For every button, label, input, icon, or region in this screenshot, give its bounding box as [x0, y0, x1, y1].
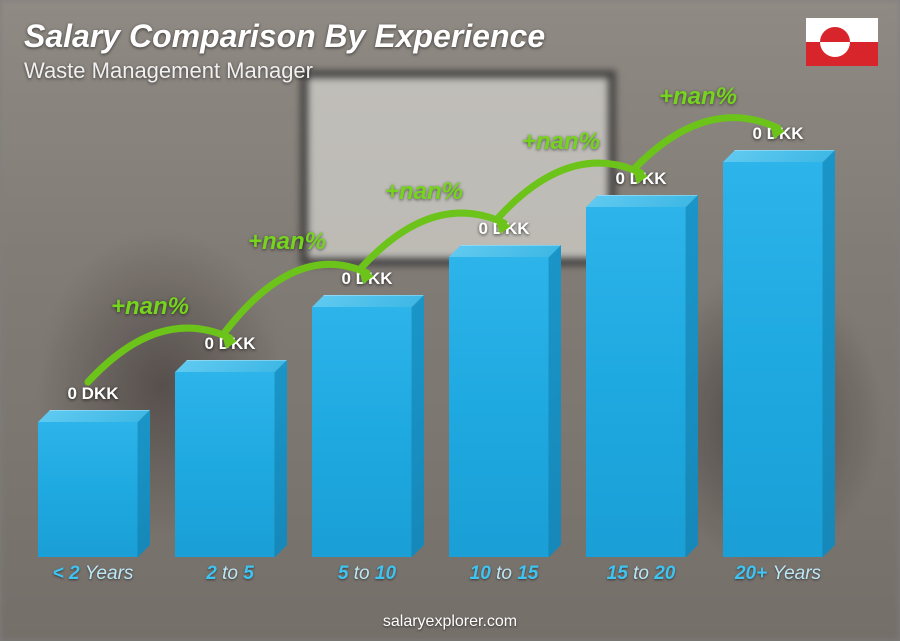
bar-value-label: 0 DKK [586, 169, 696, 189]
bar-category-label: < 2 Years [28, 563, 158, 585]
bar-category-label: 20+ Years [713, 563, 843, 585]
footer-attribution: salaryexplorer.com [0, 613, 900, 631]
percent-increase-label: +nan% [385, 178, 463, 206]
percent-increase-label: +nan% [248, 228, 326, 256]
bar-category-label: 10 to 15 [439, 563, 569, 585]
percent-increase-label: +nan% [659, 83, 737, 111]
percent-increase-label: +nan% [522, 128, 600, 156]
bar-value-label: 0 DKK [449, 219, 559, 239]
flag-icon [806, 18, 878, 66]
chart-container: Salary Comparison By Experience Waste Ma… [0, 0, 900, 641]
bar-value-label: 0 DKK [38, 384, 148, 404]
bar-chart: 0 DKK< 2 Years0 DKK2 to 50 DKK5 to 100 D… [30, 110, 850, 581]
chart-title: Salary Comparison By Experience [24, 18, 545, 55]
bar-value-label: 0 DKK [175, 334, 285, 354]
percent-increase-label: +nan% [111, 293, 189, 321]
bar-value-label: 0 DKK [723, 124, 833, 144]
bar-category-label: 2 to 5 [165, 563, 295, 585]
bar-category-label: 15 to 20 [576, 563, 706, 585]
bar-value-label: 0 DKK [312, 269, 422, 289]
chart-subtitle: Waste Management Manager [24, 58, 313, 84]
bar-category-label: 5 to 10 [302, 563, 432, 585]
